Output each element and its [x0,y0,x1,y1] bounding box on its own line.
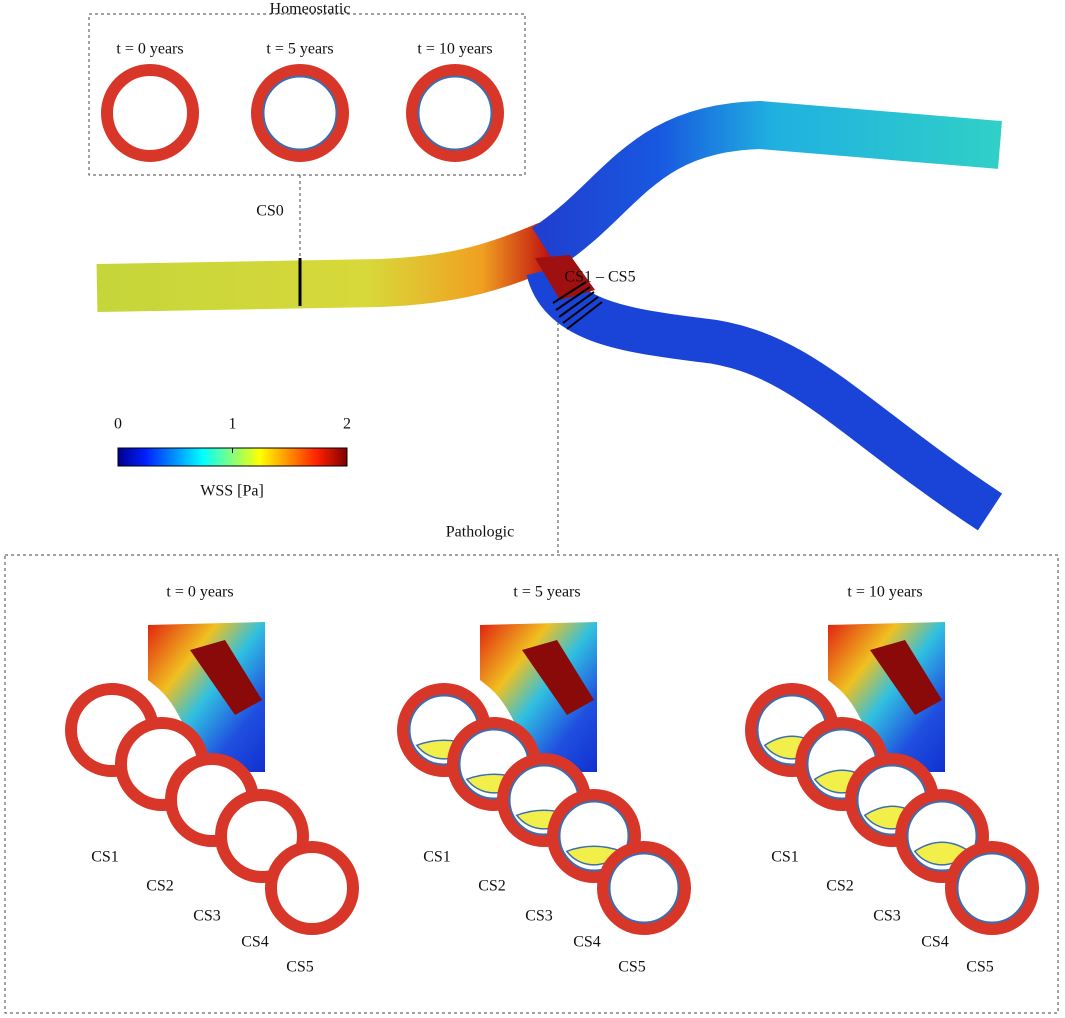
ring [945,841,1039,935]
section-label: CS5 [286,959,314,976]
section-label: CS4 [921,934,949,951]
section-label: CS5 [966,959,994,976]
ring-lining [956,852,1028,924]
ring [251,64,349,162]
cs-lines [552,281,603,330]
panel-title: t = 10 years [847,584,922,601]
colorbar-tick-label: 0 [114,416,122,433]
pathologic-title: Pathologic [446,524,514,541]
ring-lining [906,800,978,872]
trunk [96,222,558,312]
section-label: CS3 [525,908,553,925]
ring [406,64,504,162]
wss-zoom-hot [870,640,942,715]
panel-title: t = 0 years [166,584,233,601]
cs0-label: CS0 [256,203,284,220]
ring [597,841,691,935]
section-label: CS1 [771,849,799,866]
section-label: CS4 [573,934,601,951]
upper-branch [531,100,1002,269]
section-label: CS3 [873,908,901,925]
section-label: CS1 [423,849,451,866]
homeostatic-box [88,13,526,176]
lower-branch [526,263,1003,531]
cs-line [555,286,591,311]
ring [101,64,199,162]
section-label: CS5 [618,959,646,976]
section-label: CS2 [146,878,174,895]
wss-zoom-hot [522,640,594,715]
section-label: CS3 [193,908,221,925]
ring-lining [262,75,338,151]
section-label: CS2 [478,878,506,895]
panel-title: t = 5 years [513,584,580,601]
ring-lining [417,75,493,151]
section-label: CS4 [241,934,269,951]
cs-line [558,291,595,318]
section-label: CS1 [91,849,119,866]
colorbar-tick-label: 1 [229,416,237,433]
colorbar-label: WSS [Pa] [200,483,264,500]
panel-title: t = 0 years [116,41,183,58]
colorbar-tick-label: 2 [343,416,351,433]
panel-title: t = 5 years [266,41,333,58]
homeostatic-title: Homeostatic [270,1,351,18]
cs-line [562,296,599,324]
cs-line [566,301,603,330]
pathologic-box [4,554,1059,1014]
panel-title: t = 10 years [417,41,492,58]
ring-lining [558,800,630,872]
wss-zoom-hot [190,640,262,715]
ring-lining [608,852,680,924]
ring [265,841,359,935]
section-label: CS2 [826,878,854,895]
hot-spot [535,255,595,300]
cs-line [552,281,587,304]
cs1-cs5-label: CS1 – CS5 [564,269,635,286]
